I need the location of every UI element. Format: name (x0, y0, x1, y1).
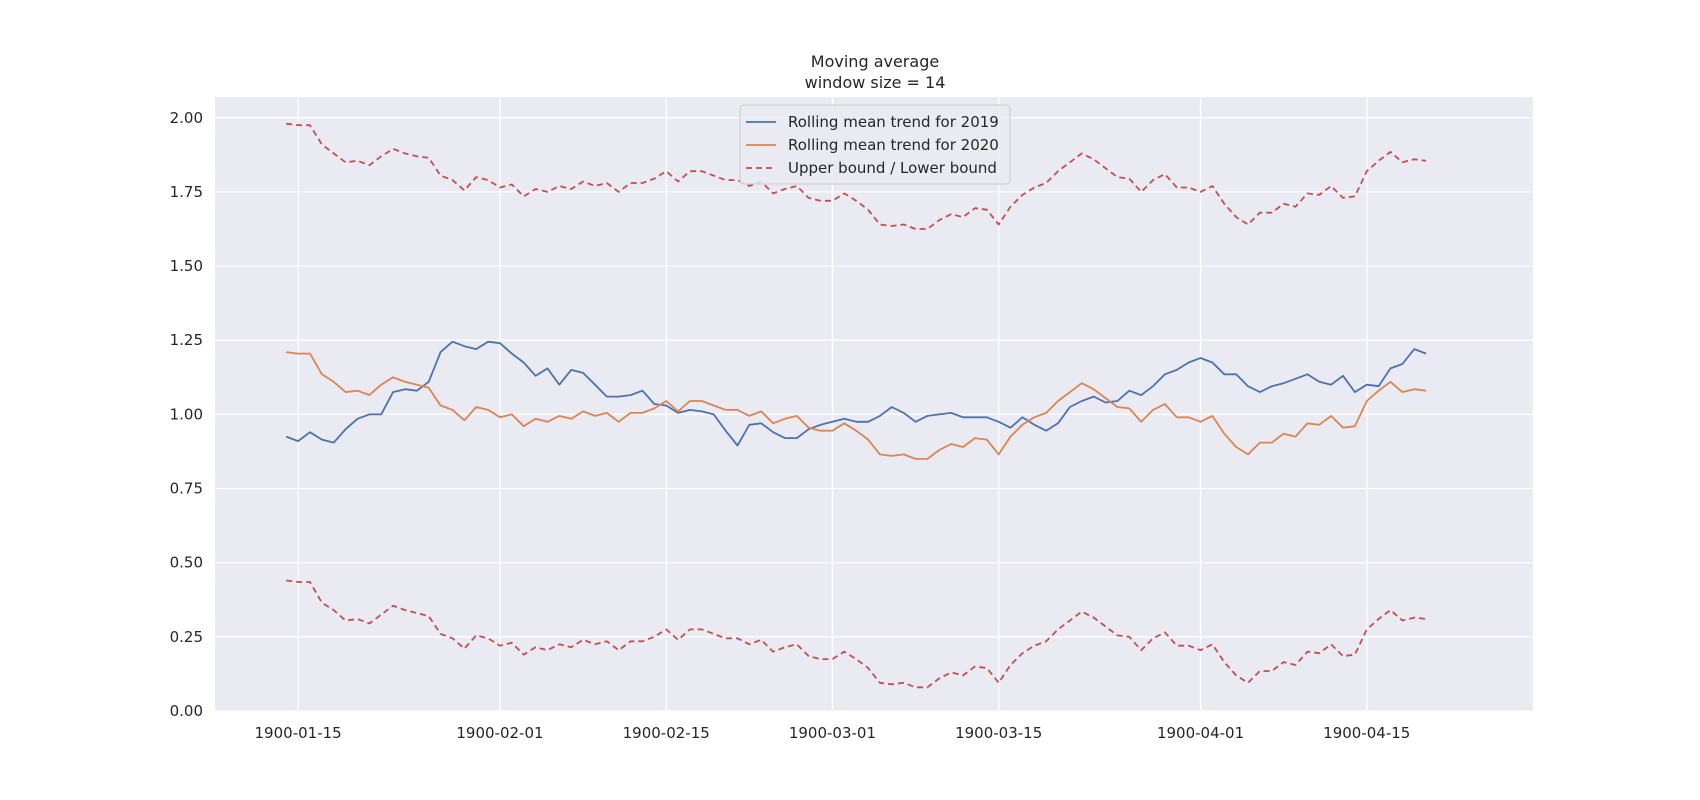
y-tick-label: 1.00 (170, 405, 203, 423)
y-tick-label: 1.50 (170, 257, 203, 275)
y-tick-label: 0.25 (170, 628, 203, 646)
legend-label: Upper bound / Lower bound (788, 159, 997, 177)
series-line (286, 579, 1427, 689)
y-tick-label: 1.25 (170, 331, 203, 349)
x-tick-label: 1900-03-15 (955, 724, 1042, 742)
series-line (285, 340, 1427, 447)
legend-label: Rolling mean trend for 2020 (788, 136, 999, 154)
x-axis-ticks: 1900-01-15 1900-02-01 1900-02-15 1900-03-01… (255, 724, 1411, 742)
legend: Rolling mean trend for 2019 Rolling mean … (739, 104, 1011, 185)
x-tick-label: 1900-04-01 (1157, 724, 1244, 742)
plot-area (215, 97, 1533, 711)
series-lines (285, 122, 1427, 689)
chart-title: Moving average (811, 52, 939, 71)
x-tick-label: 1900-01-15 (255, 724, 342, 742)
x-tick-label: 1900-04-15 (1323, 724, 1410, 742)
series-line (286, 351, 1427, 460)
series-line (286, 122, 1427, 230)
x-tick-label: 1900-03-01 (789, 724, 876, 742)
y-tick-label: 2.00 (170, 109, 203, 127)
legend-box (739, 104, 1011, 185)
y-tick-label: 1.75 (170, 183, 203, 201)
y-tick-label: 0.75 (170, 480, 203, 498)
x-tick-label: 1900-02-01 (456, 724, 543, 742)
grid-lines (215, 97, 1533, 712)
y-tick-label: 0.00 (170, 702, 203, 720)
x-tick-label: 1900-02-15 (623, 724, 710, 742)
chart-subtitle: window size = 14 (805, 73, 946, 92)
y-tick-label: 0.50 (170, 554, 203, 572)
legend-label: Rolling mean trend for 2019 (788, 113, 999, 131)
y-axis-ticks: 0.00 0.25 0.50 0.75 1.00 1.25 1.50 1.75 2.00 (170, 109, 203, 720)
